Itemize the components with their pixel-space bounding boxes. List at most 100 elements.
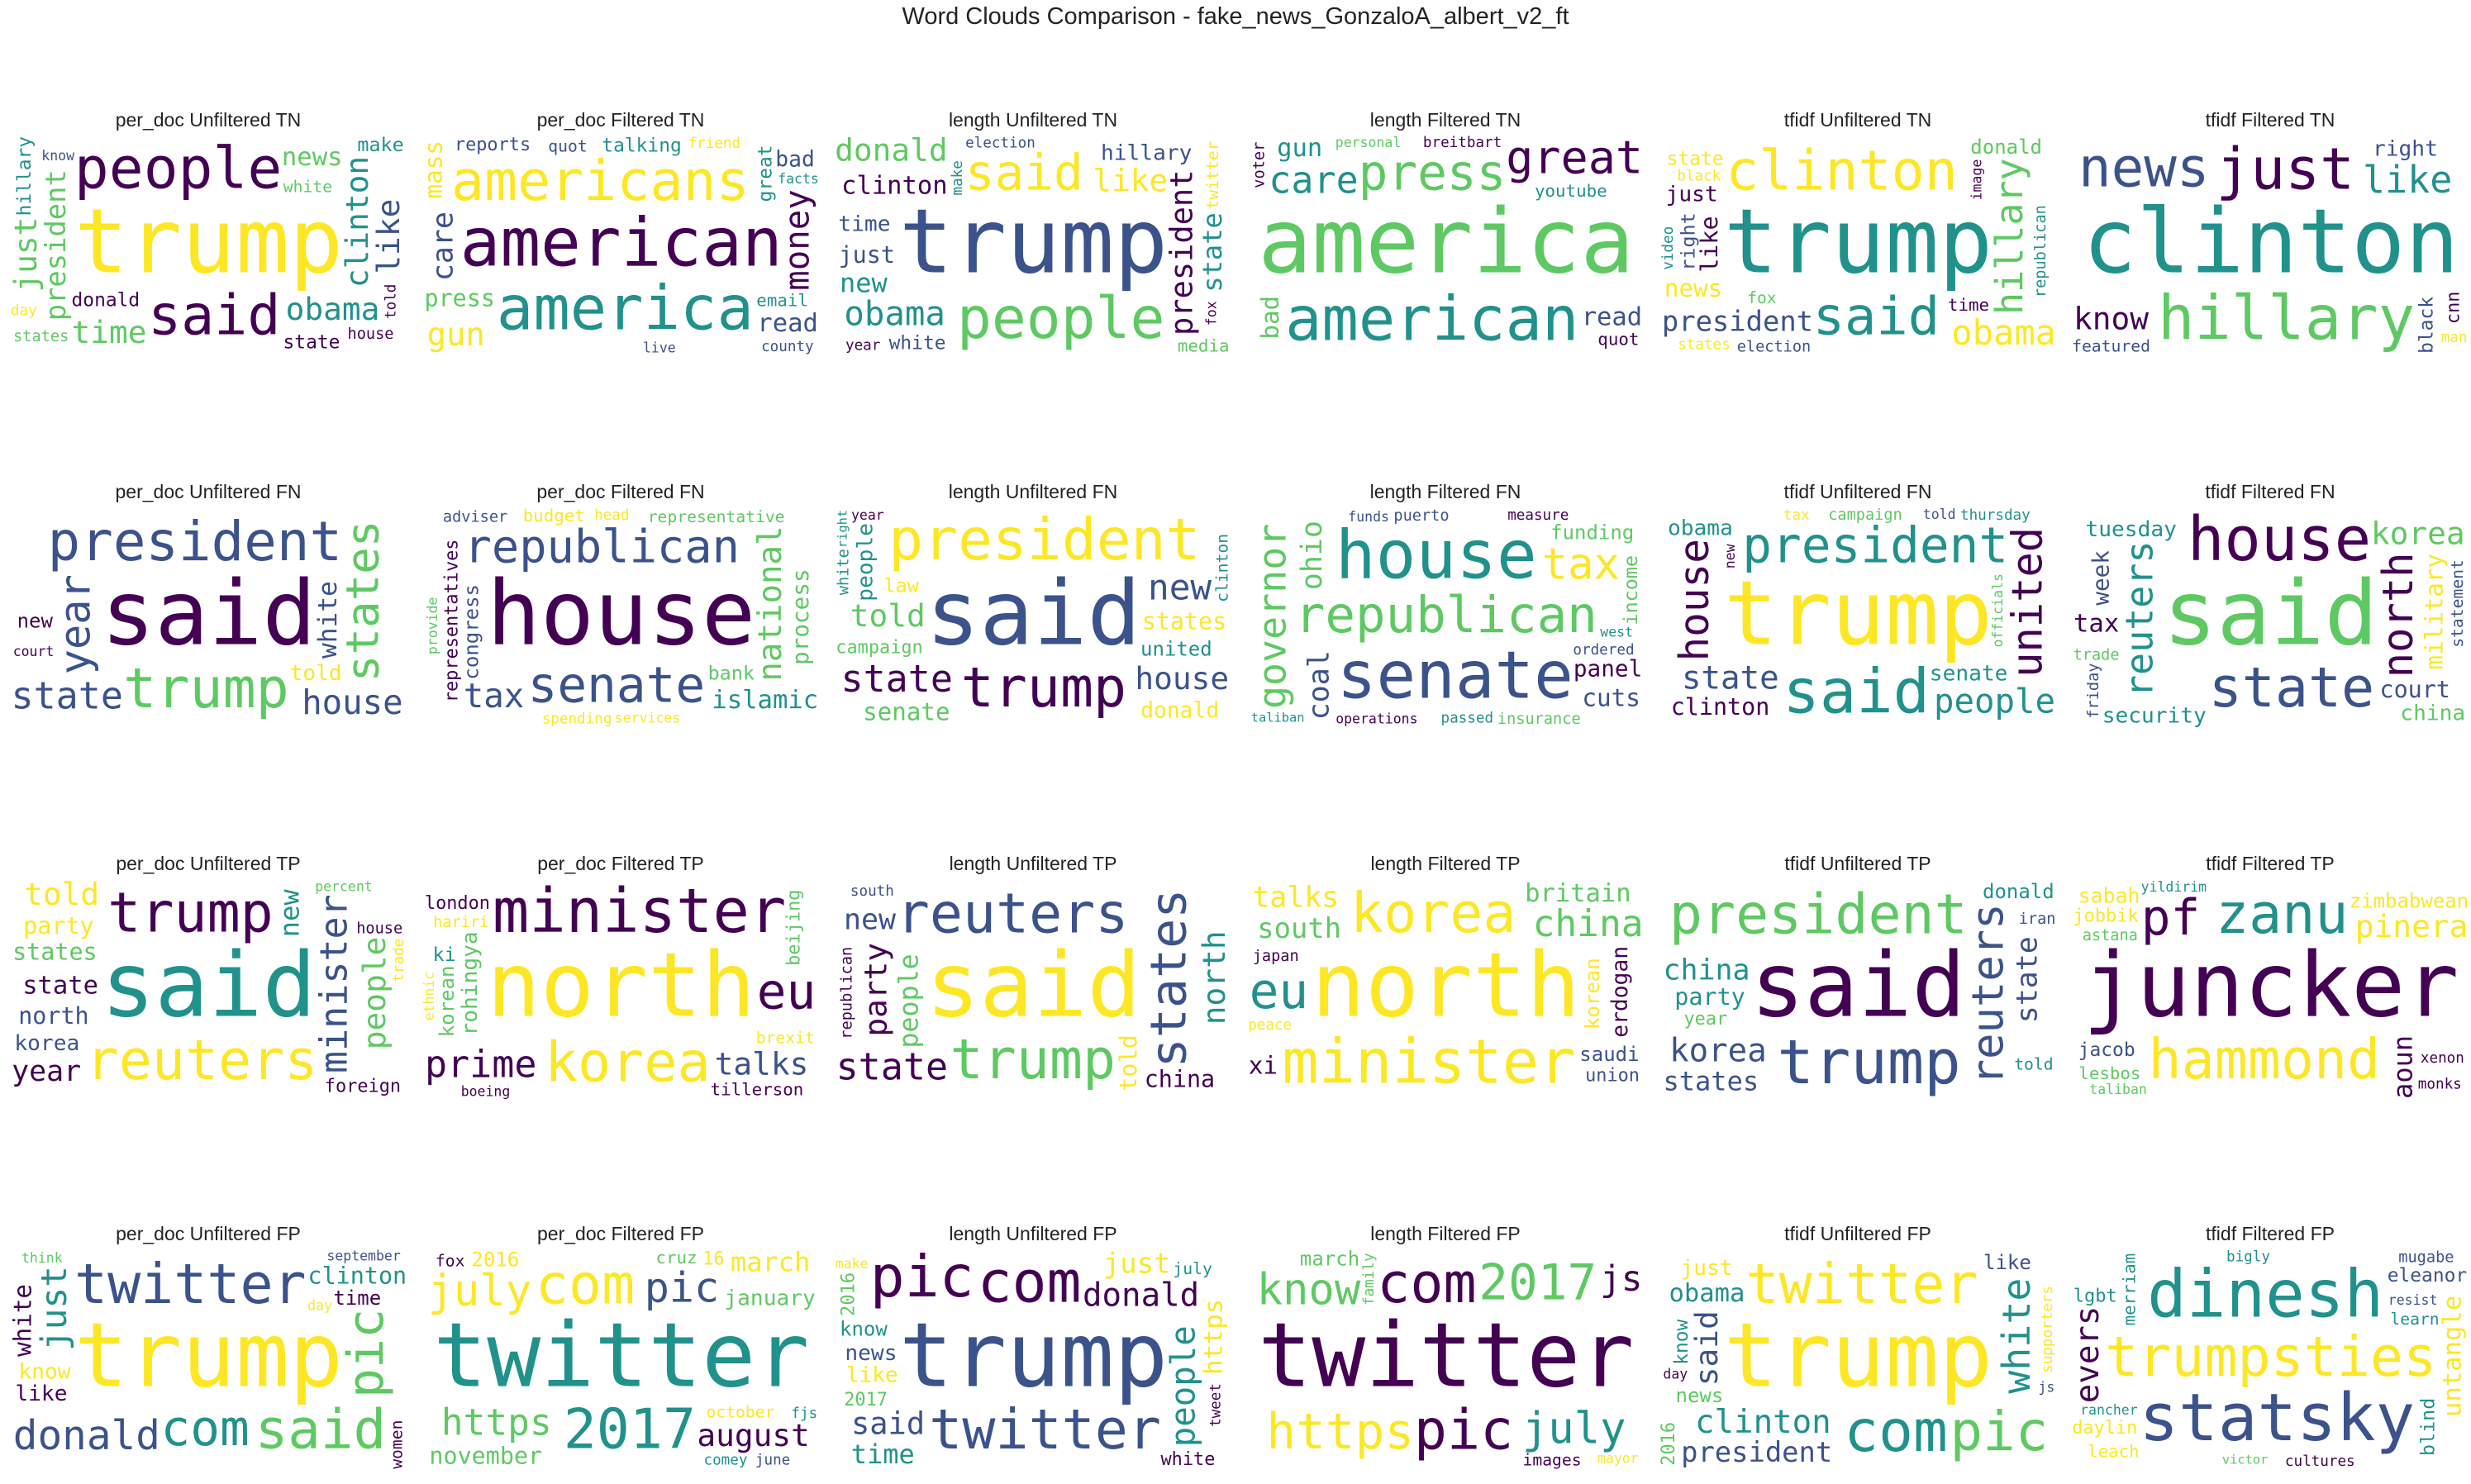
cloud-word: trump [1778,1027,1961,1098]
cloud-word: year [845,338,880,354]
word-cloud: said house state reuters korea north court tues… [2070,506,2470,729]
cloud-word: national [752,526,789,681]
cloud-word: statsky [2140,1379,2416,1456]
panel-title: per_doc Filtered TN [536,109,705,131]
cloud-word: new [840,268,888,299]
word-cloud: clinton hillary just news like know right black… [2070,134,2470,357]
cloud-word: time [1948,295,1989,315]
cloud-word: house [1670,539,1718,661]
cloud-word: american [460,204,783,282]
cloud-word: president [1742,518,2008,575]
cloud-word: president [888,507,1200,573]
cloud-word: news [845,1341,897,1366]
panel-title: tfidf Unfiltered TN [1783,109,1932,131]
cloud-word: americans [451,149,750,213]
cloud-word: 2017 [844,1390,888,1410]
cloud-word: people [957,285,1164,352]
cloud-word: county [761,339,814,355]
cloud-word: senate [863,697,950,725]
cloud-word: house [2188,506,2371,575]
word-cloud: trump twitter com said donald pic clinton know l… [8,1248,408,1471]
cloud-word: leach [2088,1441,2140,1461]
cloud-word: time [838,212,890,237]
cloud-word: america [1258,190,1634,293]
cloud-word: donald [13,1411,160,1459]
word-cloud: north minister korea china eu south britain tal… [1245,878,1645,1101]
cloud-word: featured [2072,337,2150,356]
cloud-word: talks [1252,882,1339,915]
cloud-word: personal [1335,135,1401,150]
cloud-word: tuesday [2086,517,2177,542]
cloud-word: house [1335,516,1537,594]
word-cloud-panel: tfidf Unfiltered TN trump clinton said hilla… [1658,109,2058,357]
cloud-word: states [1140,889,1197,1068]
cloud-word: trump [107,881,273,945]
cloud-word: pinera [2355,908,2469,944]
cloud-word: pic [870,1248,974,1310]
cloud-word: people [74,135,282,202]
cloud-word: american [1285,283,1578,354]
cloud-word: told [290,661,342,686]
cloud-word: yildirim [2141,879,2207,895]
cloud-word: tweet [1208,1383,1225,1427]
cloud-word: iran [2019,911,2056,928]
cloud-word: resist [2388,1292,2438,1308]
cloud-word: black [1677,169,1721,185]
cloud-word: friday [2085,664,2102,719]
cloud-word: talking [602,136,681,157]
cloud-word: america [497,273,754,345]
word-cloud: said trump president state states house year to… [8,506,408,729]
cloud-word: brexit [756,1029,815,1048]
cloud-word: london [425,893,490,914]
panel-title: tfidf Filtered FP [2206,1223,2335,1244]
cloud-word: sabah [2078,883,2140,907]
cloud-word: learn [2390,1310,2439,1329]
word-cloud-panel: length Filtered FP twitter com pic 2017 https… [1245,1223,1645,1471]
word-cloud: trump said people president clinton obama dona… [833,134,1233,357]
panel-title: length Unfiltered TN [948,109,1118,131]
cloud-word: donald [835,134,948,169]
cloud-word: north [18,1002,88,1030]
cloud-word: mass [421,140,448,199]
cloud-word: pic [1414,1398,1513,1463]
cloud-word: process [787,568,814,665]
cloud-word: july [1522,1405,1626,1454]
cloud-word: eleanor [2388,1265,2467,1287]
cloud-word: quot [1597,329,1639,349]
cloud-word: budget [523,506,585,526]
cloud-word: just [1681,1256,1733,1281]
cloud-word: told [1923,507,1956,522]
cloud-word: quot [548,136,587,155]
word-cloud-panel: length Filtered TP north minister korea chin… [1245,853,1645,1101]
cloud-word: korea [1350,881,1516,945]
cloud-word: said [255,1397,386,1461]
cloud-word: saudi [1579,1043,1639,1066]
cloud-word: year [1684,1009,1728,1030]
cloud-word: governor [1250,524,1295,709]
word-cloud-panel: length Filtered FN republican house senate t… [1245,481,1645,729]
cloud-word: com [536,1253,635,1317]
cloud-word: election [965,135,1036,151]
cloud-word: people [1934,681,2055,721]
panel-title: per_doc Unfiltered TP [116,853,301,874]
cloud-word: like [1696,216,1723,272]
cloud-word: reuters [1964,903,2014,1085]
cloud-word: like [2363,158,2452,202]
cloud-word: north [1196,930,1232,1025]
cloud-word: percent [315,879,373,895]
cloud-word: white [9,1284,37,1357]
cloud-word: just [8,217,44,293]
cloud-word: ethnic [421,972,437,1021]
cloud-word: day [1663,1367,1688,1382]
cloud-word: comey [704,1453,748,1469]
cloud-word: donald [1970,136,2042,159]
cloud-word: house [302,683,402,722]
cloud-word: tax [1542,540,1620,590]
cloud-word: bigly [2226,1249,2270,1265]
